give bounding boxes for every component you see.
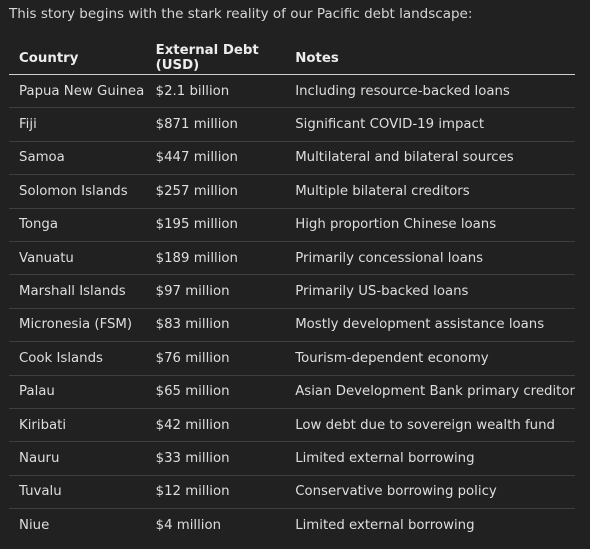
table-row: Papua New Guinea $2.1 billion Including re… — [9, 74, 575, 109]
table-row: Nauru $33 million Limited external borrowi… — [9, 441, 575, 476]
cell-notes: Primarily US-backed loans — [285, 274, 575, 309]
table-body: Papua New Guinea $2.1 billion Including re… — [9, 74, 575, 542]
cell-notes: Significant COVID-19 impact — [285, 107, 575, 142]
cell-country: Micronesia (FSM) — [9, 308, 146, 343]
cell-country: Palau — [9, 375, 146, 409]
cell-debt: $33 million — [145, 441, 286, 476]
cell-debt: $83 million — [145, 308, 286, 343]
table-row: Cook Islands $76 million Tourism-dependent… — [9, 341, 575, 376]
table-row: Palau $65 million Asian Development Bank p… — [9, 375, 575, 409]
cell-notes: Low debt due to sovereign wealth fund — [285, 408, 575, 443]
table-row: Kiribati $42 million Low debt due to sover… — [9, 408, 575, 443]
cell-country: Tuvalu — [9, 475, 146, 510]
cell-country: Marshall Islands — [9, 274, 146, 309]
table-row: Marshall Islands $97 million Primarily US-… — [9, 274, 575, 309]
cell-country: Vanuatu — [9, 241, 146, 276]
cell-notes: Multilateral and bilateral sources — [285, 141, 575, 176]
cell-country: Papua New Guinea — [9, 74, 146, 109]
cell-country: Cook Islands — [9, 341, 146, 376]
table-row: Tuvalu $12 million Conservative borrowing … — [9, 475, 575, 510]
cell-debt: $12 million — [145, 475, 286, 510]
cell-debt: $76 million — [145, 341, 286, 376]
cell-notes: Primarily concessional loans — [285, 241, 575, 276]
table-row: Niue $4 million Limited external borrowing — [9, 509, 575, 542]
cell-debt: $65 million — [145, 375, 286, 409]
cell-debt: $97 million — [145, 274, 286, 309]
cell-debt: $257 million — [145, 174, 286, 209]
cell-notes: Conservative borrowing policy — [285, 475, 575, 510]
cell-debt: $195 million — [145, 208, 286, 242]
table-row: Solomon Islands $257 million Multiple bila… — [9, 174, 575, 209]
table-row: Samoa $447 million Multilateral and bilate… — [9, 141, 575, 176]
cell-notes: Limited external borrowing — [285, 441, 575, 476]
table-row: Micronesia (FSM) $83 million Mostly develo… — [9, 308, 575, 343]
intro-text: This story begins with the stark reality… — [9, 6, 473, 22]
table-row: Fiji $871 million Significant COVID-19 imp… — [9, 107, 575, 142]
cell-notes: Mostly development assistance loans — [285, 308, 575, 343]
cell-debt: $447 million — [145, 141, 286, 176]
cell-country: Fiji — [9, 107, 146, 142]
cell-country: Nauru — [9, 441, 146, 476]
cell-debt: $871 million — [145, 107, 286, 142]
cell-notes: Tourism-dependent economy — [285, 341, 575, 376]
cell-notes: Asian Development Bank primary creditor — [285, 375, 575, 409]
cell-country: Samoa — [9, 141, 146, 176]
table-row: Tonga $195 million High proportion Chinese… — [9, 208, 575, 242]
cell-country: Kiribati — [9, 408, 146, 443]
cell-country: Niue — [19, 517, 50, 533]
cell-notes: High proportion Chinese loans — [285, 208, 575, 242]
cell-debt: $2.1 billion — [145, 74, 286, 109]
table-header-row: Country External Debt (USD) Notes — [9, 42, 575, 75]
cell-debt: $4 million — [155, 517, 222, 533]
header-notes: Notes — [285, 42, 575, 75]
header-external-debt: External Debt (USD) — [145, 42, 286, 75]
cell-debt: $189 million — [145, 241, 286, 276]
cell-country: Tonga — [9, 208, 146, 242]
cell-notes: Limited external borrowing — [295, 517, 475, 533]
cell-notes: Including resource-backed loans — [285, 74, 575, 109]
header-country: Country — [9, 42, 146, 75]
table-row: Vanuatu $189 million Primarily concessiona… — [9, 241, 575, 276]
cell-debt: $42 million — [145, 408, 286, 443]
cell-notes: Multiple bilateral creditors — [285, 174, 575, 209]
cell-country: Solomon Islands — [9, 174, 146, 209]
debt-table: Country External Debt (USD) Notes Papua … — [9, 42, 575, 541]
